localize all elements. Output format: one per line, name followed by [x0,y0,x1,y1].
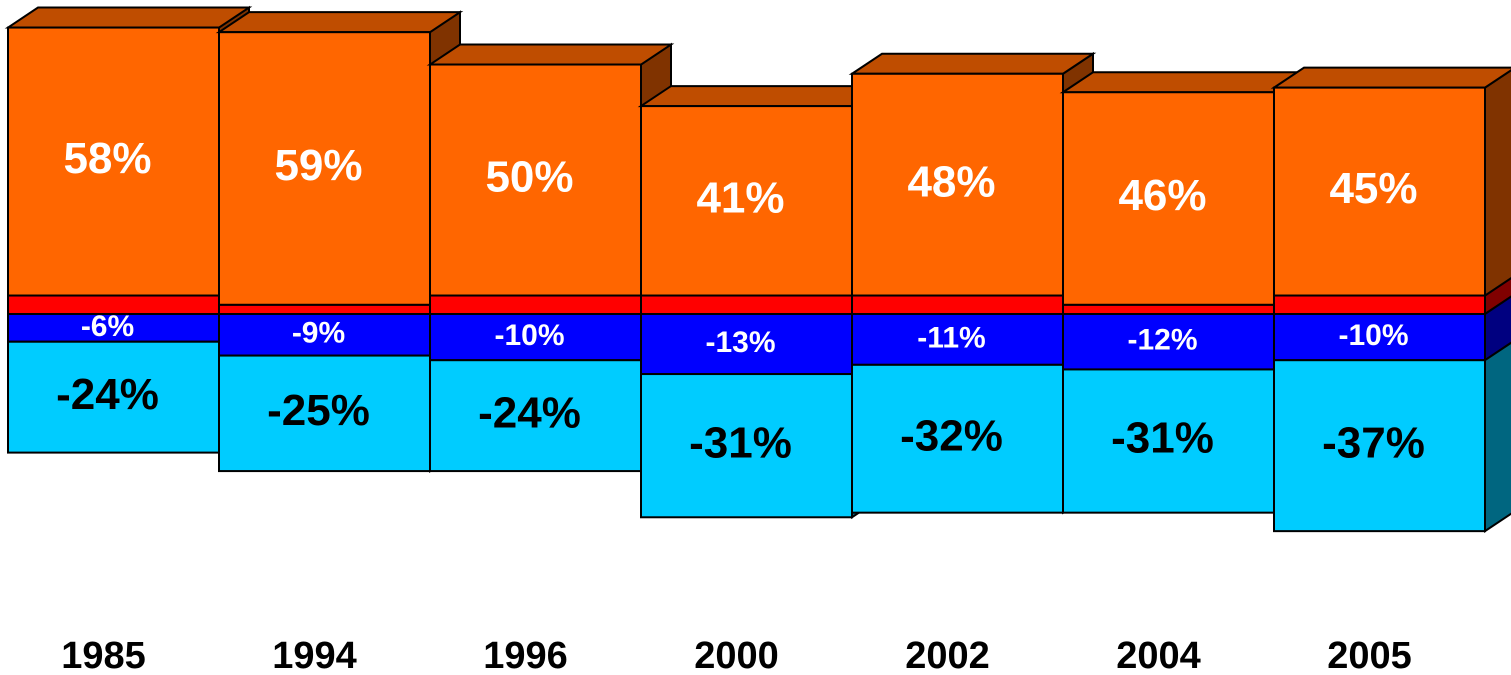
bar-top [426,43,675,66]
bar-segment [851,294,1064,315]
x-tick-label: 2002 [905,635,990,675]
x-tick-label: 2000 [694,635,779,675]
data-label: 46% [1118,171,1206,220]
bar-segment [851,313,1064,366]
bar-side [1484,341,1511,534]
bar-segment [429,313,642,362]
bar-segment [1062,368,1275,514]
data-label: 41% [696,173,784,222]
data-label: -10% [494,319,564,352]
bar-segment [640,105,853,297]
data-label: -6% [81,310,134,343]
data-label: 45% [1329,164,1417,213]
bar-side [1484,69,1511,298]
bar-top [637,85,886,108]
bar-top [848,52,1097,75]
bar-segment [1273,294,1486,315]
bar-segment [1273,86,1486,297]
data-label: -13% [705,326,775,359]
x-tick-label: 1996 [483,635,568,675]
data-label: -25% [267,386,370,435]
data-label: 48% [907,157,995,206]
data-label: -9% [292,317,345,350]
data-label: -24% [478,388,581,437]
bar-segment [1273,313,1486,362]
x-tick-label: 2005 [1327,635,1412,675]
data-label: -11% [917,321,985,354]
data-label: -12% [1127,324,1197,357]
x-tick-label: 1985 [61,635,146,675]
data-label: -10% [1338,319,1408,352]
bar-segment [640,294,853,315]
bar-segment [218,303,431,316]
bar-top [1059,71,1308,94]
bar-segment [640,313,853,376]
bar-segment [851,72,1064,297]
data-label: -31% [1111,414,1214,463]
bar-segment [429,63,642,297]
data-label: -37% [1322,418,1425,467]
bar-segment [1062,303,1275,316]
bar-segment [1062,91,1275,306]
data-label: 59% [274,141,362,190]
bar-segment [1273,359,1486,533]
bar-top [1270,66,1511,89]
data-label: 58% [63,134,151,183]
bar-top [4,6,253,29]
bar-segment [1062,313,1275,371]
data-label: -31% [689,418,792,467]
data-label: -24% [56,370,159,419]
data-label: -32% [900,411,1003,460]
bar-top [215,11,464,34]
data-label: 50% [485,153,573,202]
x-tick-label: 1994 [272,635,357,675]
bar-segment [7,26,220,297]
bar-segment [429,294,642,315]
x-tick-label: 2004 [1116,635,1201,675]
bar-segment [218,354,431,473]
bar-segment [851,363,1064,514]
bar-segment [218,313,431,357]
bar-segment [429,359,642,473]
